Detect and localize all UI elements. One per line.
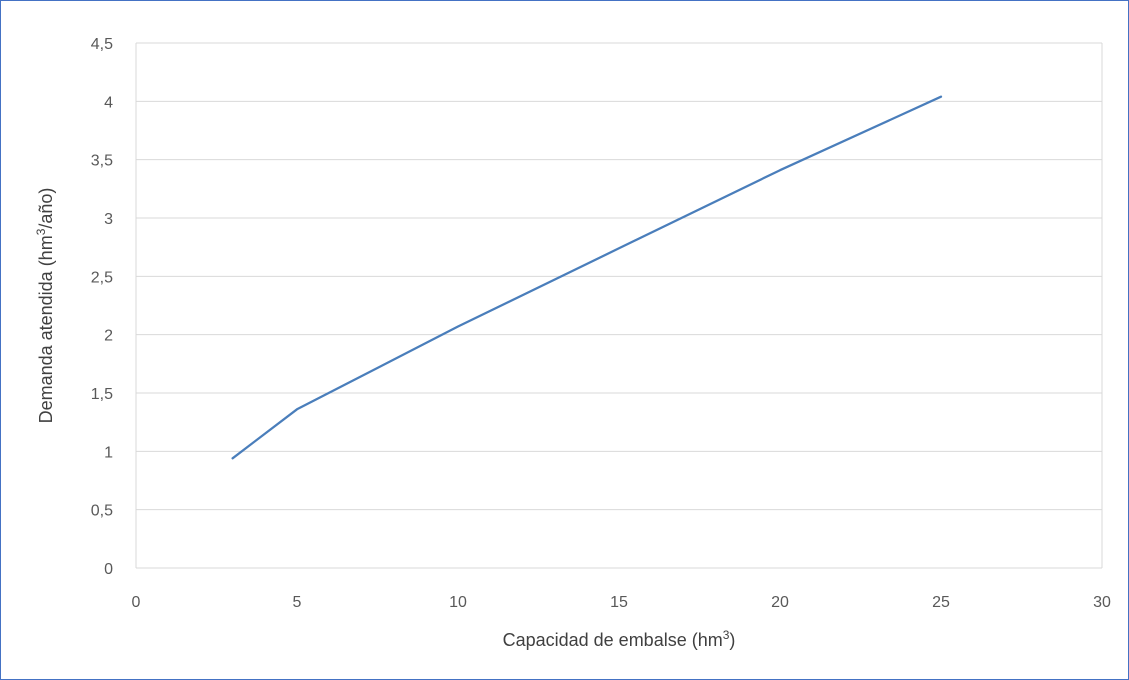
x-axis-title-main: Capacidad de embalse (hm [503, 630, 723, 650]
x-tick-label: 20 [771, 594, 789, 611]
y-axis-title-main: Demanda atendida (hm [36, 235, 56, 423]
y-tick-label: 3,5 [91, 153, 113, 170]
y-tick-label: 3 [104, 211, 113, 228]
y-axis-title-sup: 3 [34, 228, 48, 235]
y-tick-labels: 0 0,5 1 1,5 2 2,5 3 3,5 4 4,5 [91, 36, 113, 578]
series-group [231, 95, 943, 460]
x-tick-label: 0 [132, 594, 141, 611]
y-tick-label: 2 [104, 328, 113, 345]
x-tick-label: 10 [449, 594, 467, 611]
y-tick-label: 1 [104, 444, 113, 461]
y-tick-label: 0,5 [91, 503, 113, 520]
y-tick-label: 0 [104, 561, 113, 578]
y-axis-title-suffix: /año) [36, 188, 56, 229]
axes [135, 43, 1103, 569]
gridlines [136, 42, 1102, 511]
x-tick-label: 15 [610, 594, 628, 611]
x-tick-label: 5 [293, 594, 302, 611]
x-axis-title-sup: 3 [723, 628, 730, 642]
x-tick-labels: 0 5 10 15 20 25 30 [132, 594, 1111, 611]
y-tick-label: 2,5 [91, 269, 113, 286]
y-axis-title: Demanda atendida (hm3/año) [34, 188, 56, 424]
series-line [231, 95, 943, 460]
x-tick-label: 25 [932, 594, 950, 611]
y-tick-label: 4,5 [91, 36, 113, 53]
y-tick-label: 1,5 [91, 386, 113, 403]
x-axis-title-suffix: ) [729, 630, 735, 650]
x-axis-title: Capacidad de embalse (hm3) [503, 628, 736, 650]
y-tick-label: 4 [104, 94, 113, 111]
x-tick-label: 30 [1093, 594, 1111, 611]
